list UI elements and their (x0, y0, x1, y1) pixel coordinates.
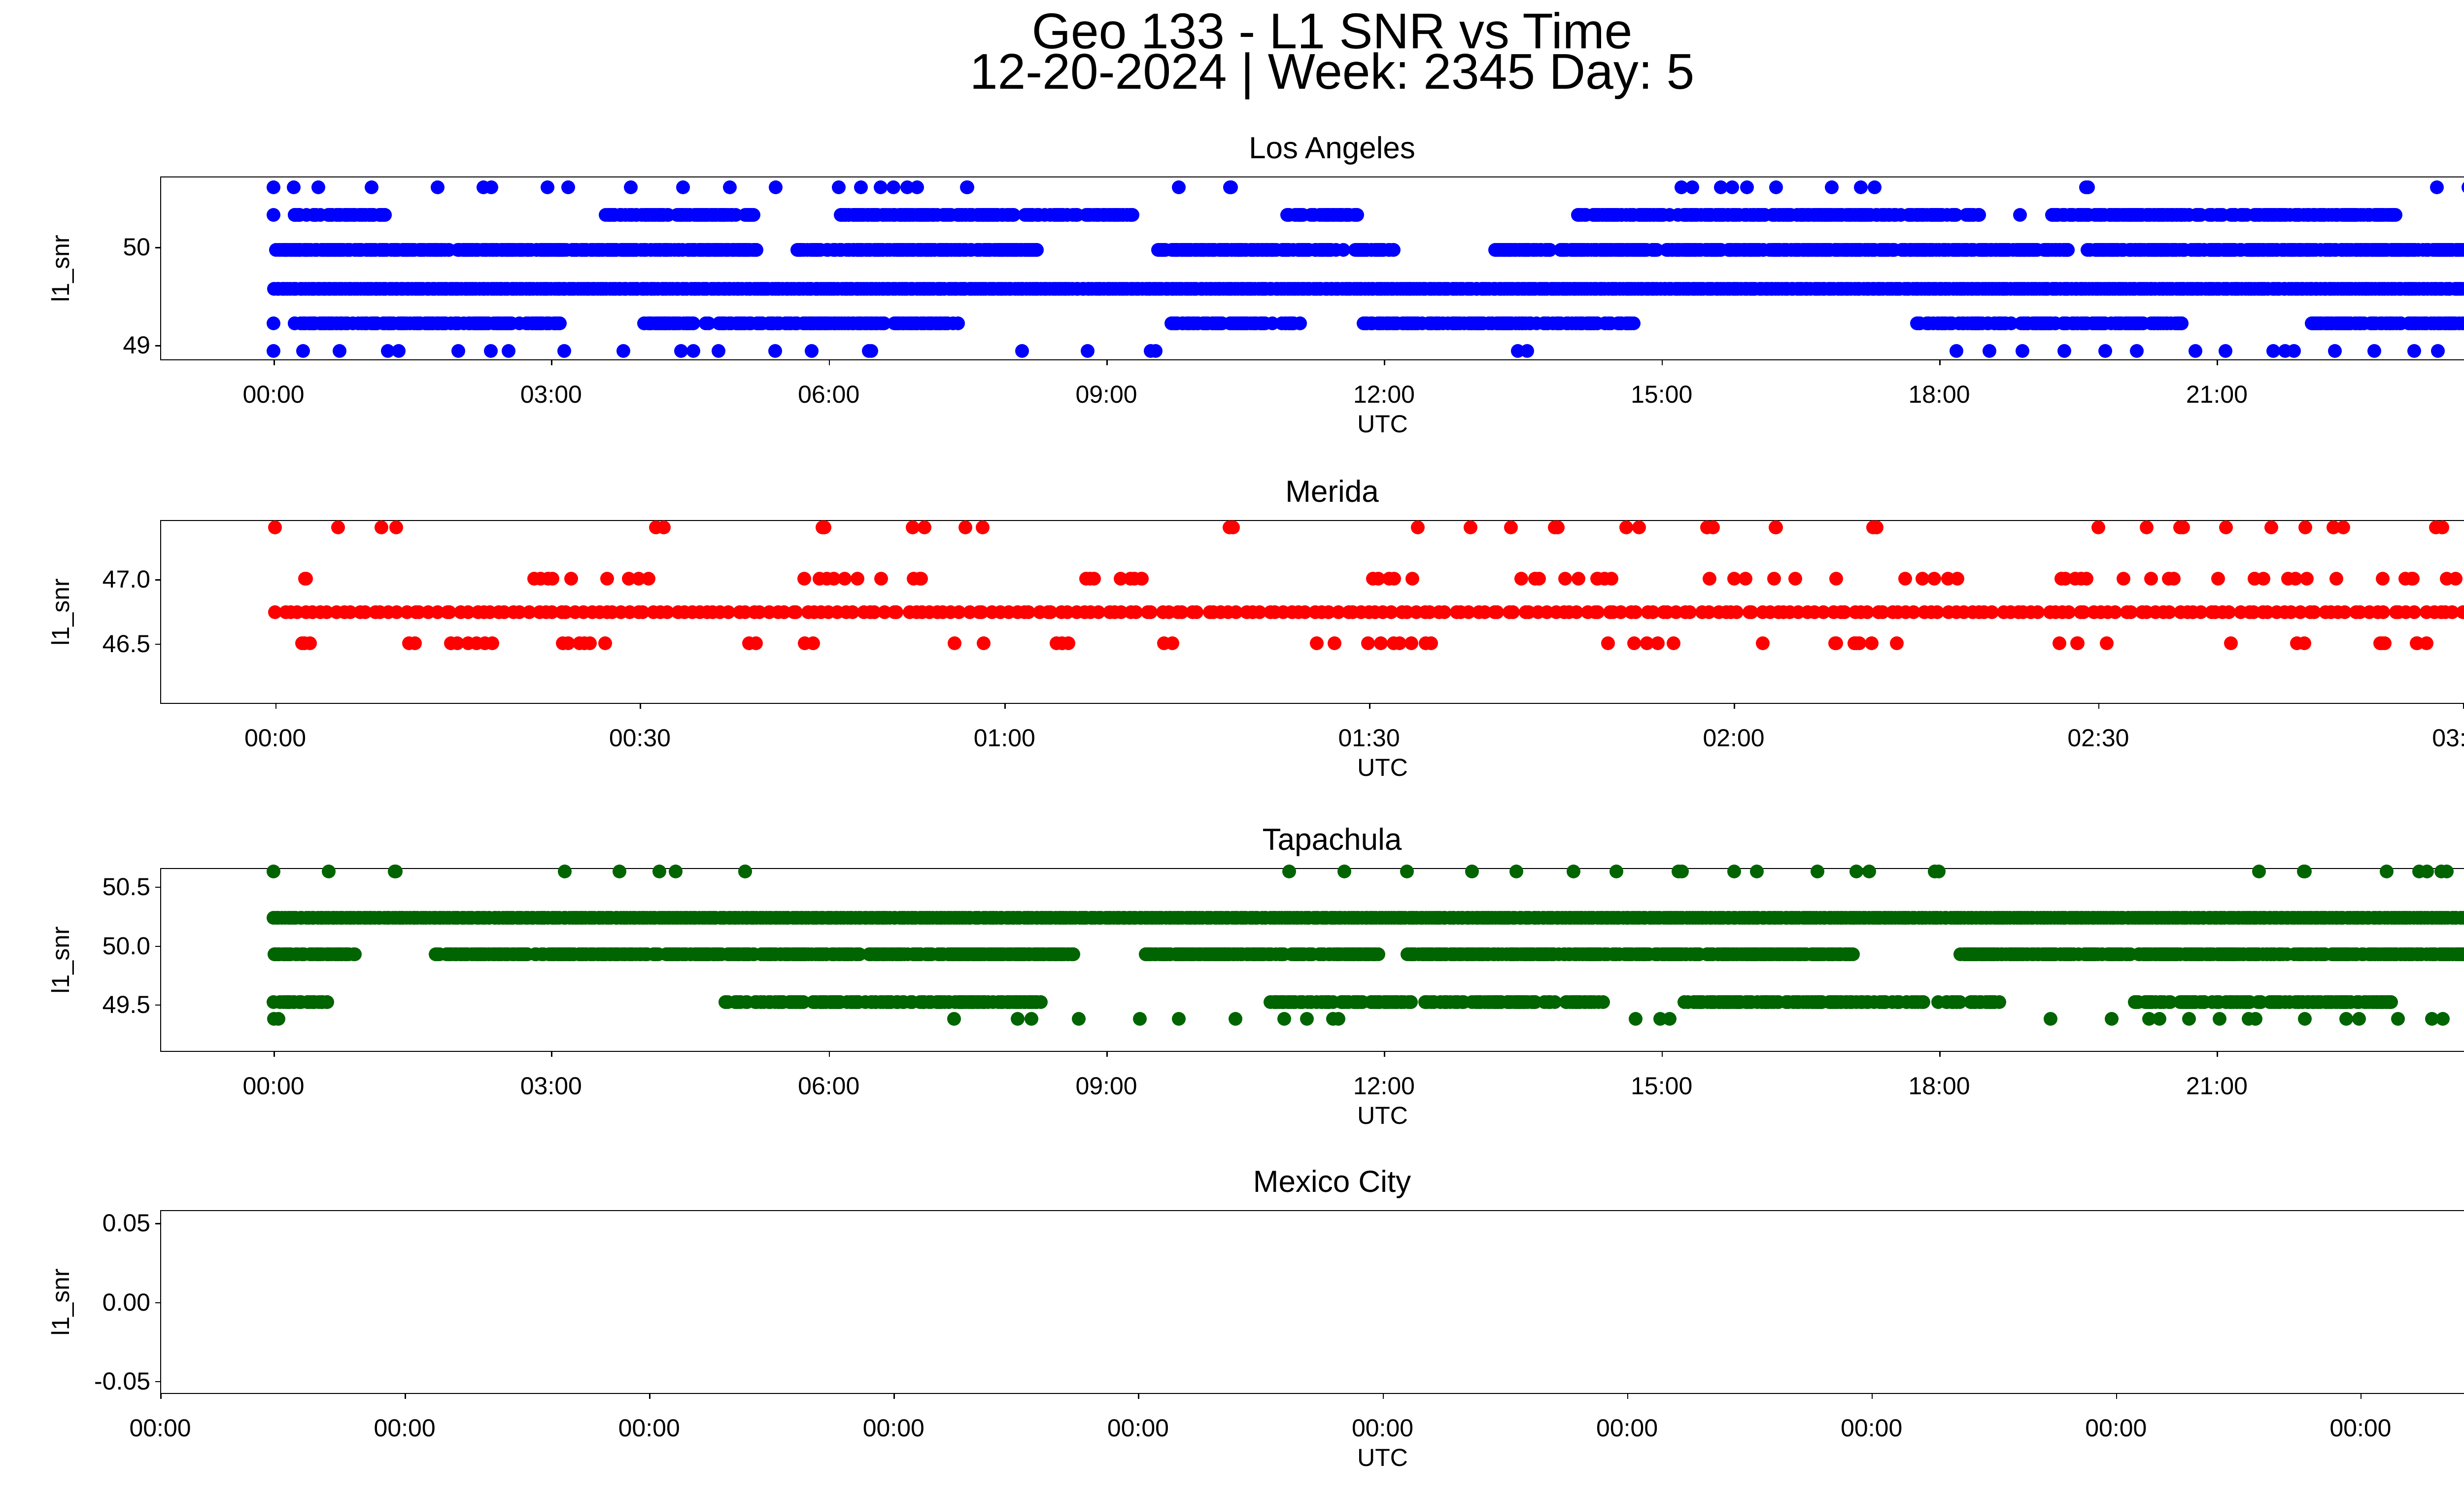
svg-text:l1_snr: l1_snr (47, 235, 74, 302)
svg-text:l1_snr: l1_snr (47, 926, 74, 993)
svg-text:l1_snr: l1_snr (47, 578, 74, 645)
